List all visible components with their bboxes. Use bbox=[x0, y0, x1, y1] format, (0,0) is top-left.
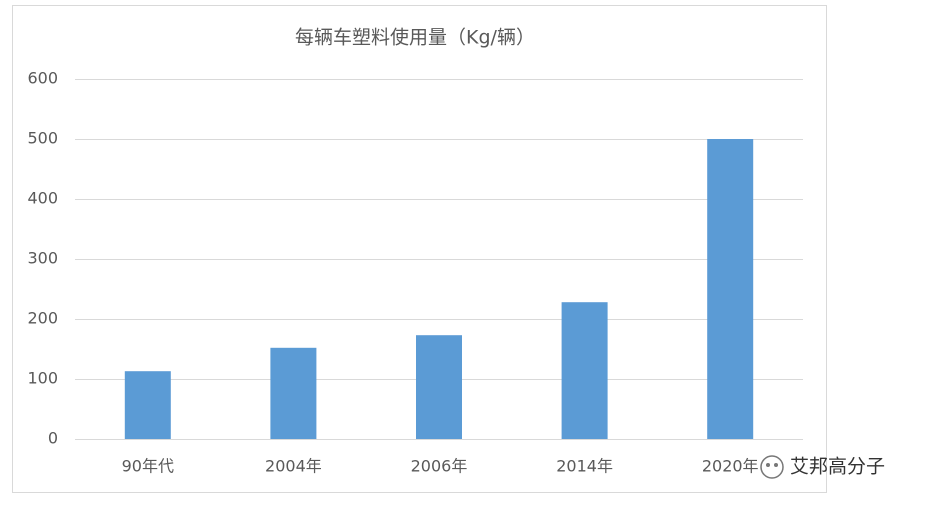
x-tick-label: 90年代 bbox=[122, 457, 174, 476]
bar bbox=[416, 335, 462, 439]
bar bbox=[707, 139, 754, 439]
y-tick-label: 300 bbox=[27, 249, 58, 268]
y-tick-label: 400 bbox=[27, 189, 58, 208]
y-tick-label: 500 bbox=[27, 129, 58, 148]
bar bbox=[124, 371, 171, 439]
x-tick-label: 2020年 bbox=[702, 457, 759, 476]
y-tick-label: 600 bbox=[27, 69, 58, 88]
bar bbox=[270, 347, 317, 439]
x-tick-label: 2004年 bbox=[265, 457, 322, 476]
y-tick-label: 0 bbox=[48, 429, 58, 448]
watermark-icon-dot bbox=[774, 463, 778, 467]
y-tick-label: 100 bbox=[27, 369, 58, 388]
x-tick-label: 2006年 bbox=[411, 457, 468, 476]
bar bbox=[561, 302, 608, 439]
y-tick-label: 200 bbox=[27, 309, 58, 328]
x-tick-label: 2014年 bbox=[556, 457, 613, 476]
chart-title: 每辆车塑料使用量（Kg/辆） bbox=[295, 27, 535, 49]
watermark-group: 艾邦高分子 bbox=[760, 455, 885, 479]
watermark: 艾邦高分子 bbox=[790, 456, 885, 478]
watermark-icon bbox=[760, 455, 784, 479]
watermark-icon-dot bbox=[766, 463, 770, 467]
